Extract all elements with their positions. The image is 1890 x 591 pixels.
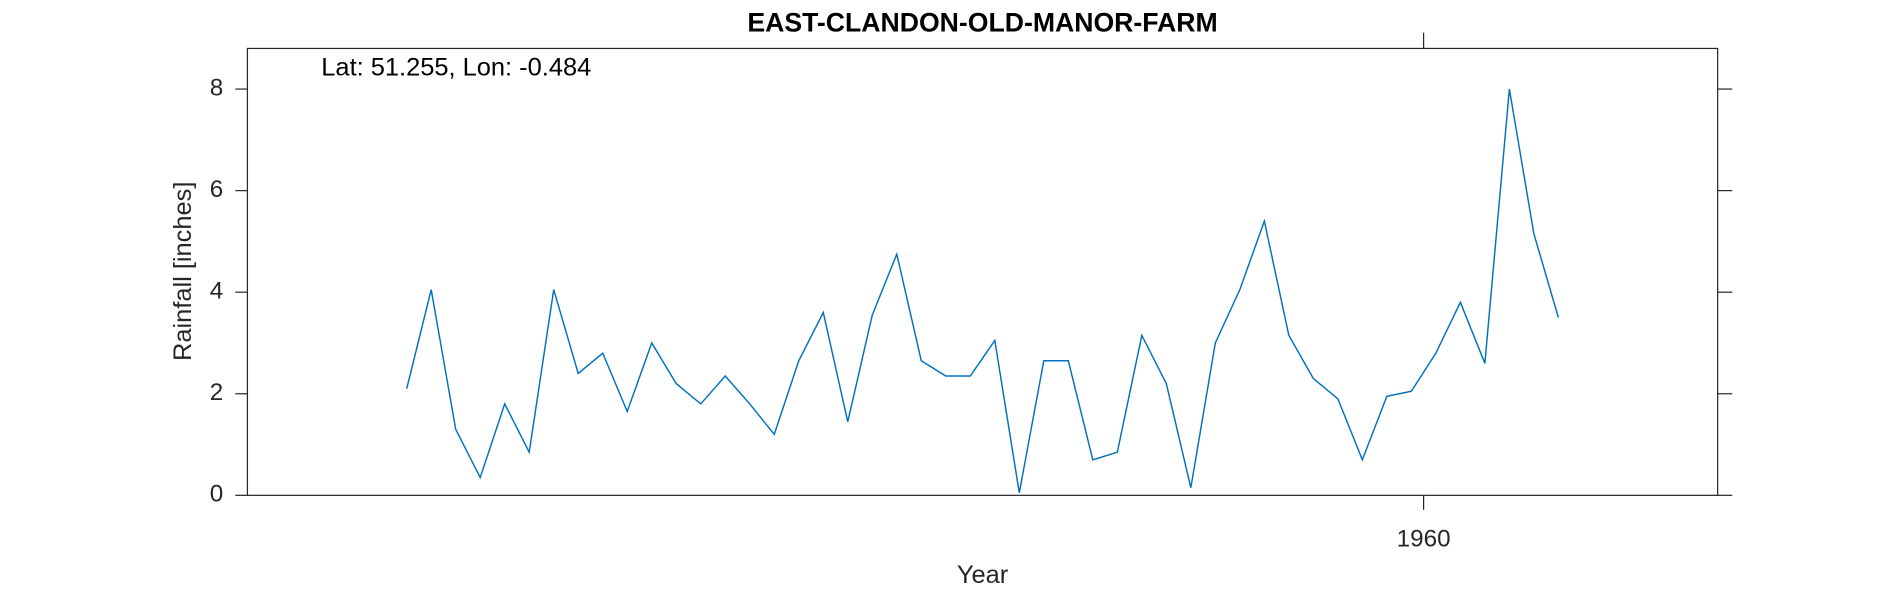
y-tick-label: 8 [210, 74, 223, 101]
annotation: Lat: 51.255, Lon: -0.484 [321, 54, 591, 82]
chart-title: EAST-CLANDON-OLD-MANOR-FARM [747, 7, 1217, 37]
x-tick-label: 1960 [1397, 526, 1451, 553]
y-tick-label: 0 [210, 481, 223, 508]
y-tick-label: 2 [210, 379, 223, 406]
x-axis-label: Year [957, 561, 1009, 589]
y-axis-label: Rainfall [inches] [169, 182, 197, 361]
y-tick-label: 4 [210, 278, 223, 305]
line [405, 88, 1560, 493]
y-tick-label: 6 [210, 176, 223, 203]
plot-area [246, 47, 1719, 496]
